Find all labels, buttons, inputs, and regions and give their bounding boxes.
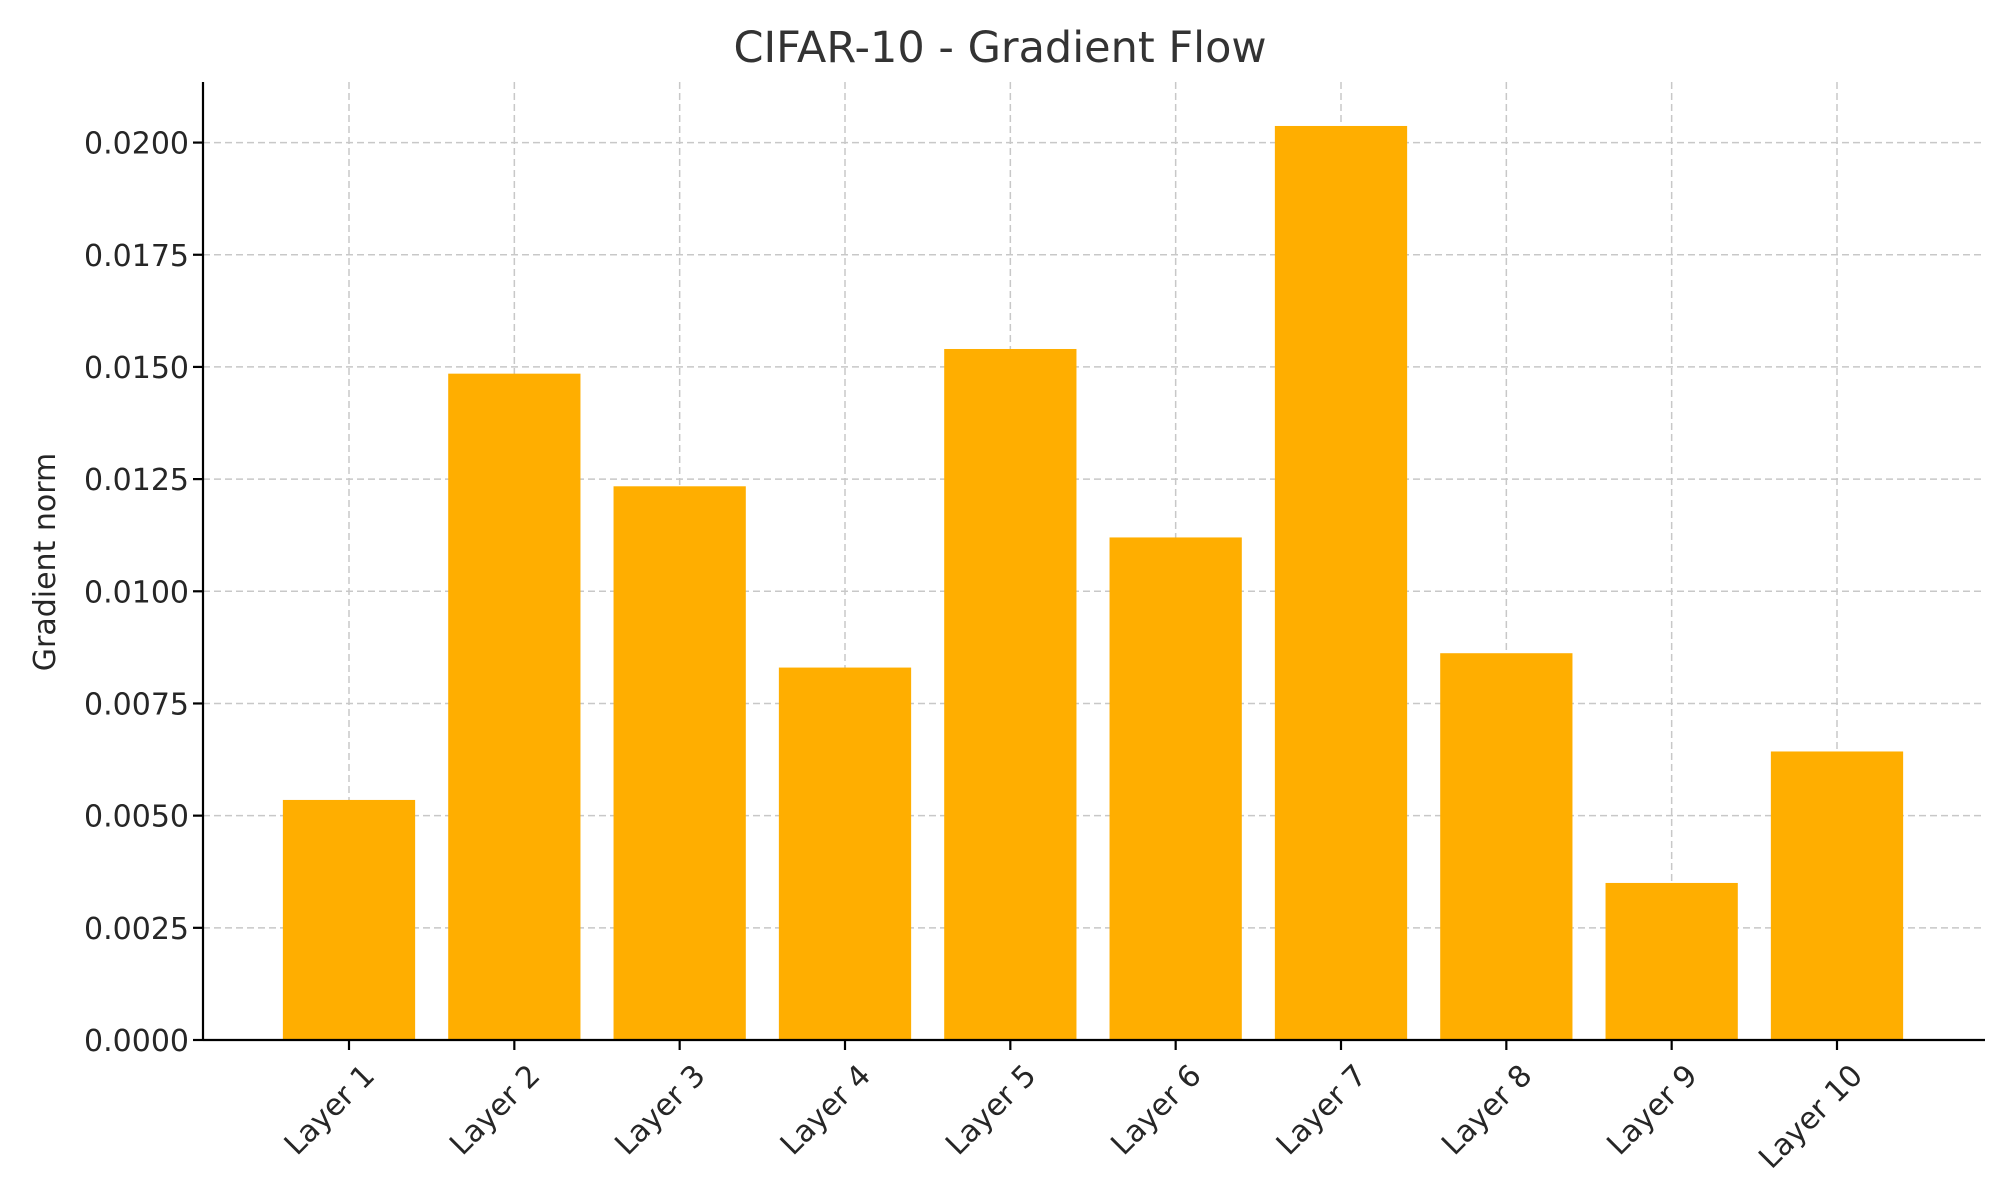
- bar-layer-6: [1109, 537, 1242, 1040]
- y-tick-label: 0.0000: [84, 1024, 189, 1059]
- x-tick-label: Layer 10: [1752, 1058, 1870, 1176]
- bar-layer-3: [613, 486, 746, 1041]
- y-tick-label: 0.0125: [84, 463, 189, 498]
- x-tick-label: Layer 9: [1600, 1058, 1704, 1162]
- chart-title: CIFAR-10 - Gradient Flow: [733, 23, 1266, 73]
- bars: [282, 125, 1904, 1041]
- y-tick-label: 0.0025: [84, 912, 189, 947]
- y-tick-label: 0.0050: [84, 800, 189, 835]
- y-tick-label: 0.0100: [84, 575, 189, 610]
- x-tick-label: Layer 3: [608, 1058, 712, 1162]
- bar-layer-4: [778, 667, 912, 1040]
- bar-layer-9: [1605, 882, 1738, 1040]
- bar-layer-5: [944, 348, 1077, 1040]
- x-tick-label: Layer 1: [278, 1058, 382, 1162]
- bar-layer-10: [1770, 751, 1904, 1040]
- y-tick-label: 0.0200: [84, 127, 189, 162]
- axes: [193, 82, 1985, 1050]
- bar-layer-1: [282, 799, 416, 1040]
- bar-layer-8: [1440, 653, 1573, 1040]
- y-axis-label: Gradient norm: [28, 453, 63, 672]
- y-tick-label: 0.0150: [84, 351, 189, 386]
- bar-layer-2: [448, 373, 581, 1041]
- x-tick-label: Layer 4: [774, 1058, 878, 1162]
- x-tick-label: Layer 7: [1270, 1058, 1374, 1162]
- bar-layer-7: [1274, 125, 1408, 1041]
- y-tick-label: 0.0075: [84, 687, 189, 722]
- x-tick-label: Layer 2: [443, 1058, 547, 1162]
- x-tick-label: Layer 5: [939, 1058, 1043, 1162]
- y-tick-label: 0.0175: [84, 239, 189, 274]
- x-tick-label: Layer 8: [1435, 1058, 1539, 1162]
- x-tick-label: Layer 6: [1104, 1058, 1208, 1162]
